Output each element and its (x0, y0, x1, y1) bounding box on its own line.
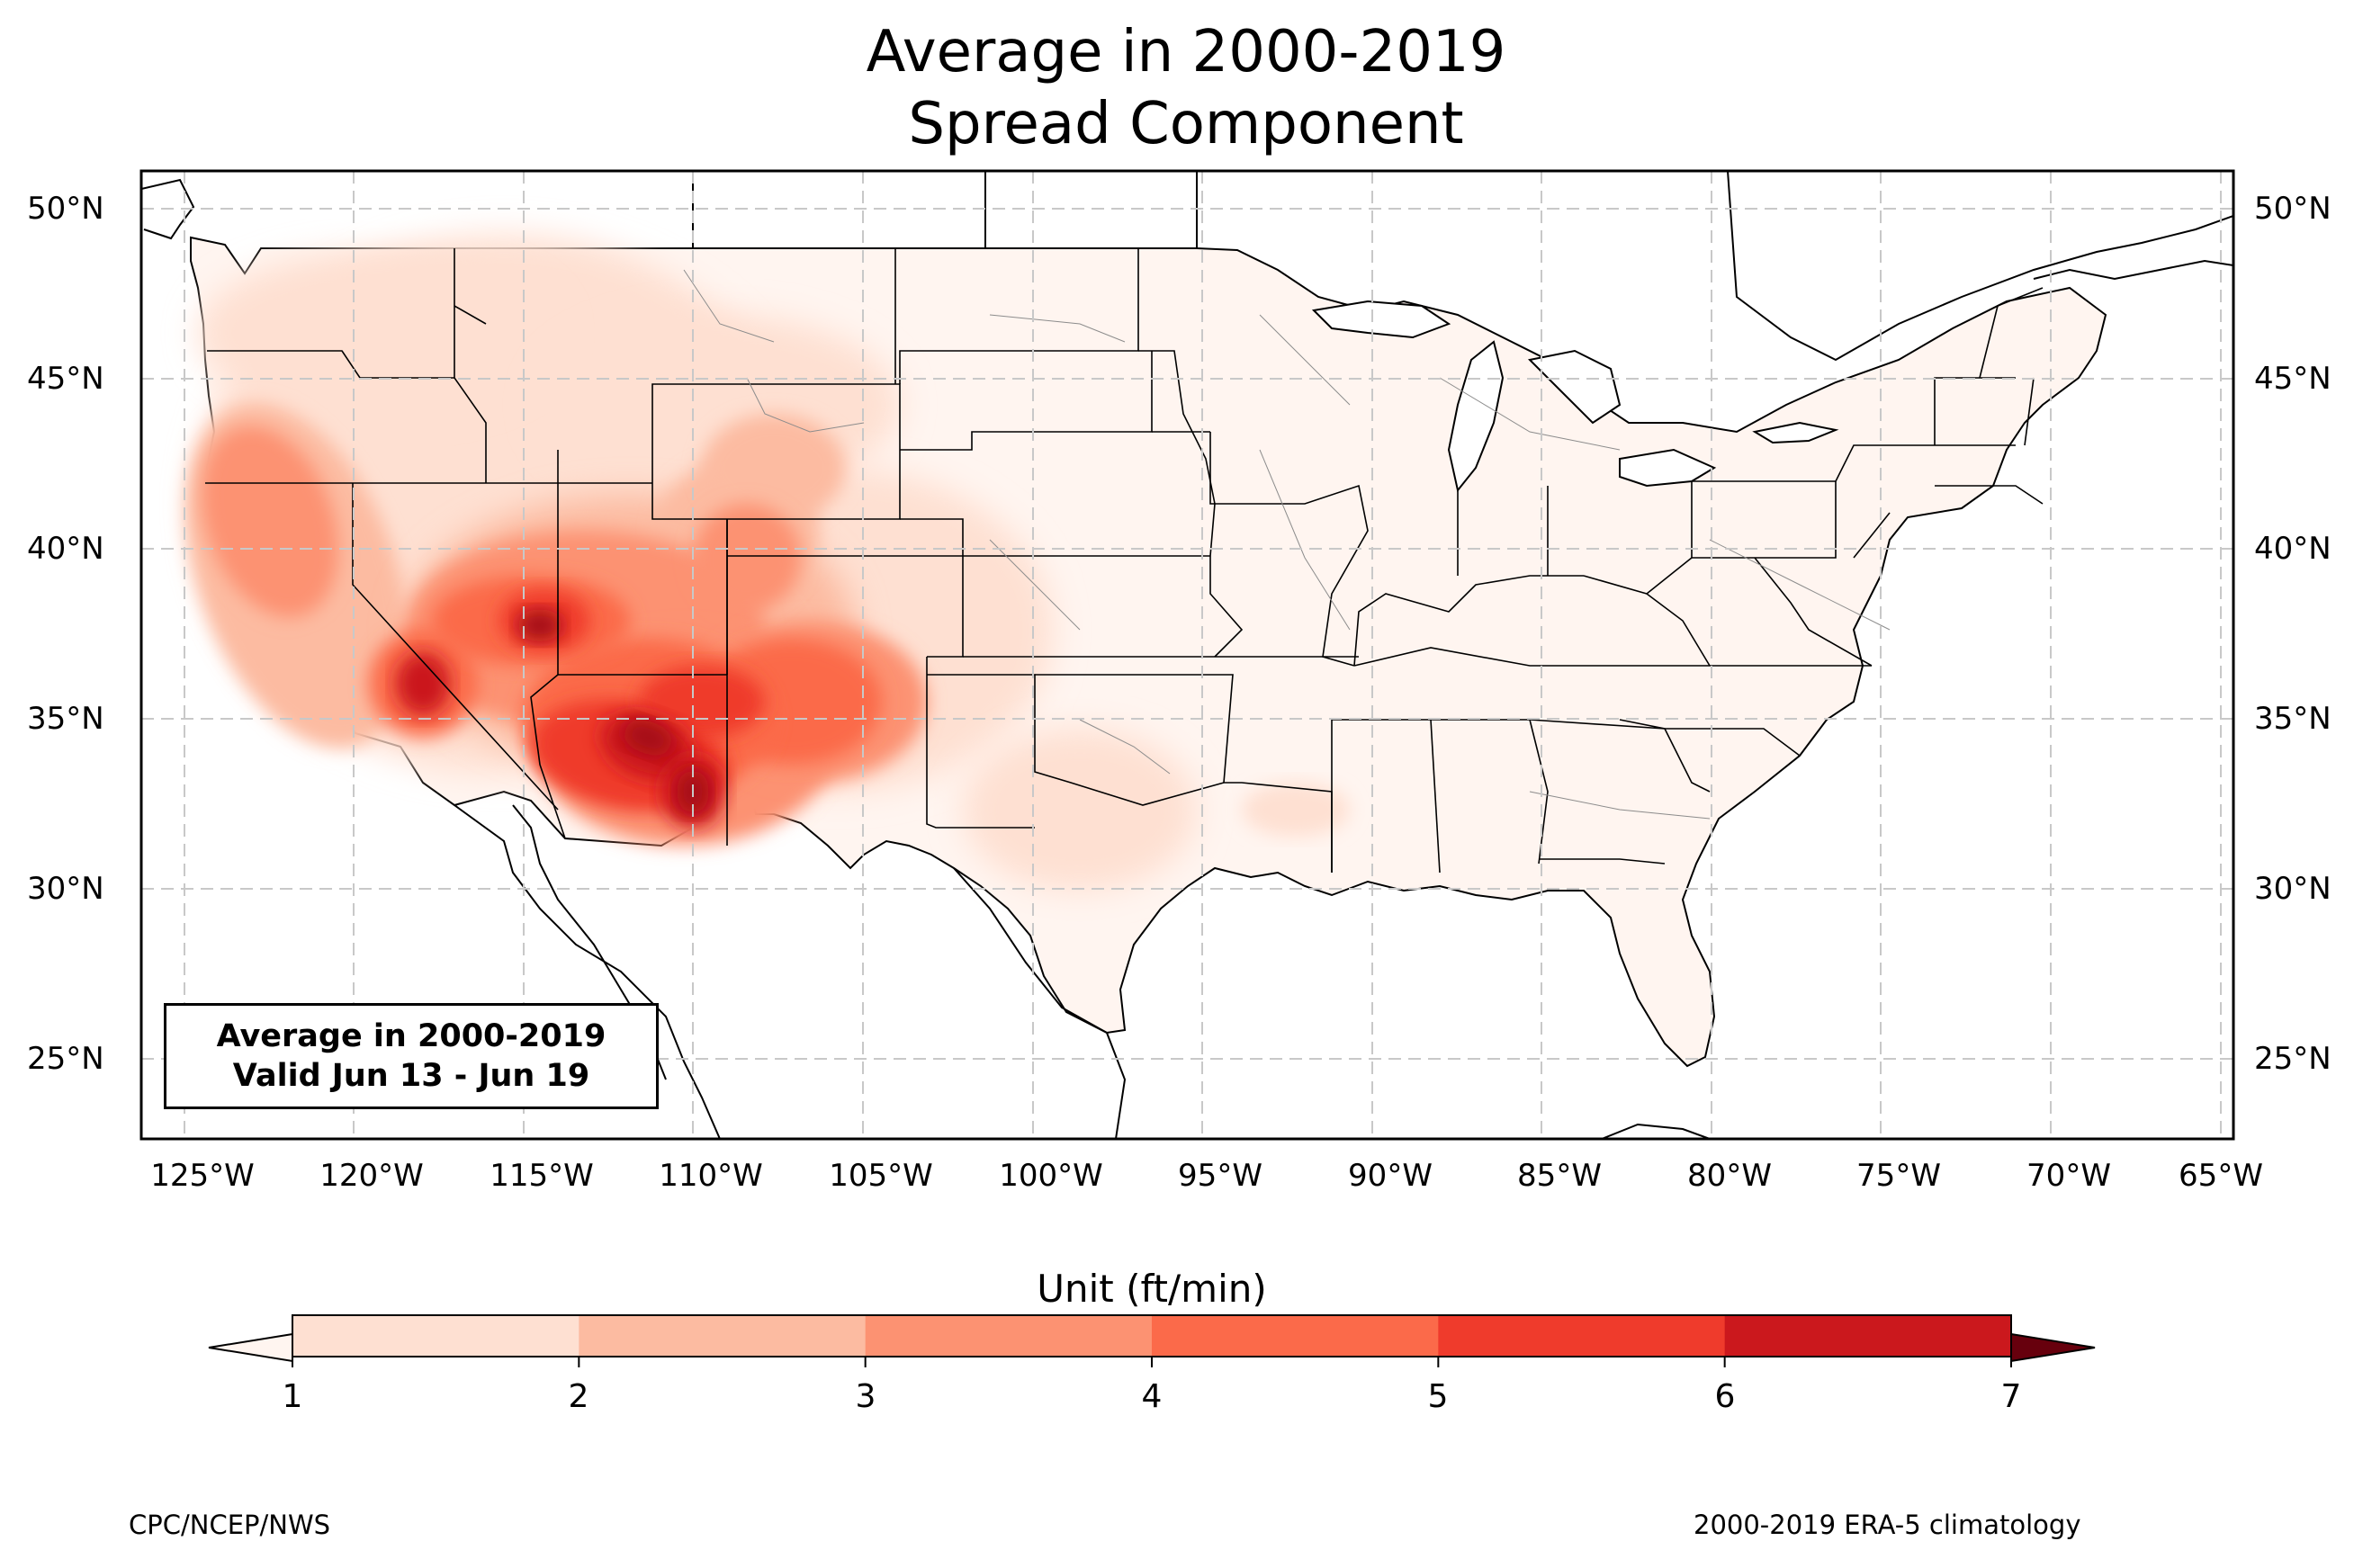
lon-label: 90°W (1348, 1158, 1433, 1194)
validity-annotation-box: Average in 2000-2019 Valid Jun 13 - Jun … (164, 1003, 659, 1109)
lon-label: 120°W (319, 1158, 424, 1194)
colorbar-tick-label: 2 (568, 1378, 589, 1415)
colorbar-segment (865, 1315, 1153, 1357)
lat-label-right: 25°N (2254, 1041, 2332, 1077)
lon-label: 115°W (490, 1158, 594, 1194)
shading-contour (623, 720, 673, 756)
map-frame (139, 169, 2235, 1141)
lat-label-right: 45°N (2254, 361, 2332, 397)
minor-boundaries (683, 269, 1891, 820)
footer-climatology: 2000-2019 ERA-5 climatology (1694, 1510, 2081, 1540)
lat-label-right: 35°N (2254, 701, 2332, 737)
colorbar-title: Unit (ft/min) (1037, 1267, 1267, 1311)
lon-label: 100°W (999, 1158, 1103, 1194)
lat-label-left: 35°N (27, 701, 104, 737)
map-title-line1: Average in 2000-2019 (866, 19, 1506, 85)
colorbar (208, 1314, 2096, 1367)
colorbar-segment (1724, 1315, 2012, 1357)
shading-contour (202, 426, 338, 618)
lon-label: 125°W (150, 1158, 255, 1194)
lat-label-left: 30°N (27, 871, 104, 907)
lon-label: 75°W (1856, 1158, 1941, 1194)
lat-label-right: 30°N (2254, 871, 2332, 907)
lat-label-left: 40°N (27, 531, 104, 567)
map-title-line2: Spread Component (908, 91, 1464, 157)
colorbar-tick-label: 5 (1427, 1378, 1449, 1415)
colorbar-tick-label: 6 (1714, 1378, 1736, 1415)
footer-source: CPC/NCEP/NWS (129, 1510, 331, 1540)
lat-label-left: 50°N (27, 191, 104, 227)
colorbar-under-triangle (208, 1332, 293, 1363)
lat-label-right: 50°N (2254, 191, 2332, 227)
lon-label: 80°W (1687, 1158, 1772, 1194)
shading-contour (198, 252, 558, 414)
lat-label-left: 25°N (27, 1041, 104, 1077)
neighbor-country-borders (141, 171, 2233, 1139)
shading-contour (517, 609, 562, 641)
lon-label: 65°W (2179, 1158, 2263, 1194)
lon-label: 95°W (1178, 1158, 1262, 1194)
colorbar-segment (1438, 1315, 1726, 1357)
lon-label: 70°W (2026, 1158, 2111, 1194)
shading-contour (963, 729, 1197, 891)
shading-contour (396, 652, 450, 715)
annotation-line2: Valid Jun 13 - Jun 19 (232, 1058, 590, 1094)
lon-label: 105°W (829, 1158, 933, 1194)
colorbar-tick-label: 7 (2000, 1378, 2022, 1415)
map-area (141, 171, 2233, 1139)
spread-component-shading (185, 234, 1350, 891)
annotation-line1: Average in 2000-2019 (216, 1018, 606, 1054)
shading-contour (693, 504, 801, 612)
shading-contour (639, 666, 765, 738)
colorbar-segment (292, 1315, 580, 1357)
colorbar-over-triangle (2010, 1332, 2096, 1363)
colorbar-tick-label: 4 (1141, 1378, 1163, 1415)
shading-contour (702, 414, 846, 522)
lon-label: 110°W (659, 1158, 763, 1194)
shading-contour (1242, 783, 1350, 837)
lon-label: 85°W (1517, 1158, 1602, 1194)
lat-label-right: 40°N (2254, 531, 2332, 567)
colorbar-segment (579, 1315, 867, 1357)
lat-label-left: 45°N (27, 361, 104, 397)
colorbar-tick-label: 1 (282, 1378, 303, 1415)
colorbar-tick-label: 3 (855, 1378, 876, 1415)
colorbar-segment (1152, 1315, 1439, 1357)
